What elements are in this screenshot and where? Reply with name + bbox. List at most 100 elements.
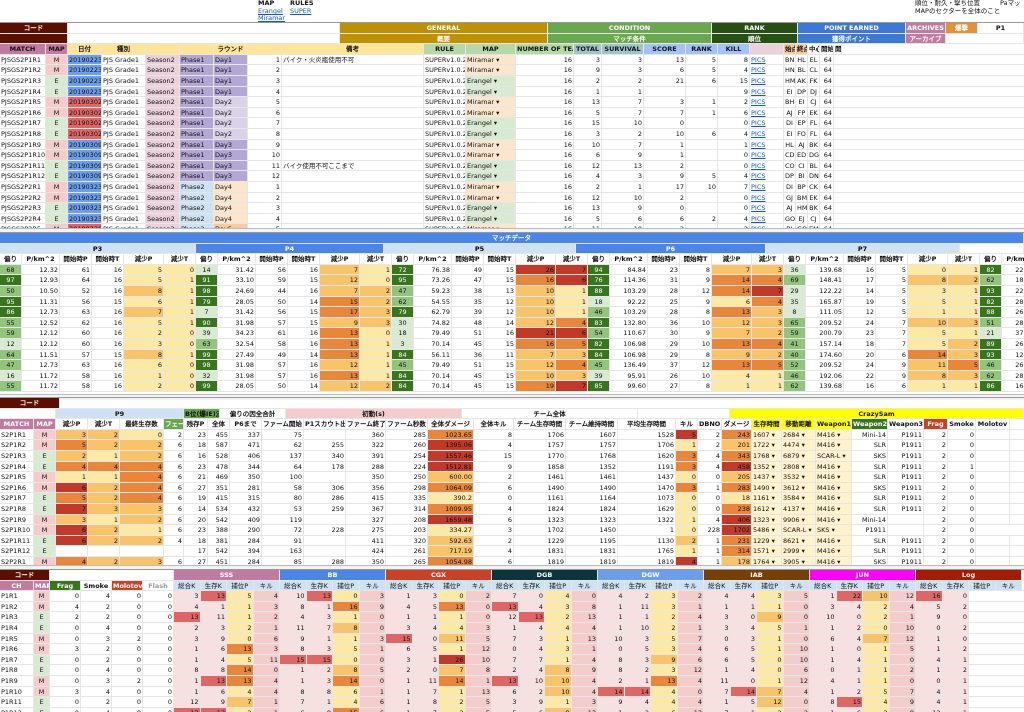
miramar-link[interactable]: Miramar (258, 14, 286, 22)
dropdown-cell[interactable]: SUPERv1.0.2 (424, 107, 466, 118)
dropdown-cell[interactable]: Miramar ▾ (466, 150, 516, 160)
cell: 1 (916, 633, 943, 644)
pics-link[interactable]: PICS (750, 86, 784, 97)
pics-link[interactable]: PICS (750, 65, 784, 75)
pics-link[interactable]: PICS (750, 118, 784, 128)
column-header (180, 44, 214, 54)
weapon-dropdown[interactable]: 3584 ▾ (782, 493, 816, 503)
dropdown-cell[interactable]: Erangel ▾ (466, 86, 516, 97)
weapon-dropdown[interactable]: 3532 ▾ (782, 472, 816, 482)
dropdown-cell[interactable]: Miramar ▾ (466, 139, 516, 150)
dropdown-cell[interactable]: Miramar ▾ (466, 107, 516, 118)
dropdown-cell[interactable]: Erangel ▾ (466, 213, 516, 224)
dropdown-cell[interactable]: Erangel ▾ (466, 171, 516, 181)
weapon-dropdown[interactable]: 3612 ▾ (782, 482, 816, 493)
dropdown-cell[interactable]: SUPERv1.0.2 (424, 75, 466, 86)
weapon-dropdown[interactable]: M416 ▾ (816, 503, 852, 514)
weapon-dropdown[interactable]: 2999 ▾ (782, 546, 816, 556)
super-link[interactable]: SUPER (290, 7, 312, 15)
weapon-dropdown[interactable]: 1612 ▾ (752, 503, 782, 514)
pics-link[interactable]: PICS (750, 75, 784, 86)
dropdown-cell[interactable]: SUPERv1.0.2 (424, 65, 466, 75)
dropdown-cell[interactable]: Erangel ▾ (466, 203, 516, 213)
dropdown-cell[interactable]: SUPERv1.0.2 (424, 118, 466, 128)
dropdown-cell[interactable]: Erangel ▾ (466, 128, 516, 139)
cell: 5 (730, 644, 757, 654)
weapon-dropdown[interactable]: 3905 ▾ (782, 556, 816, 565)
dropdown-cell[interactable]: Miramar ▾ (466, 54, 516, 65)
weapon-dropdown[interactable]: M416 ▾ (816, 556, 852, 565)
weapon-dropdown[interactable]: M416 ▾ (816, 472, 852, 482)
weapon-dropdown[interactable]: 9906 ▾ (782, 514, 816, 525)
weapon-dropdown[interactable]: 1764 ▾ (752, 556, 782, 565)
dropdown-cell[interactable]: SUPERv1.0.2 (424, 150, 466, 160)
pics-link[interactable]: PICS (750, 181, 784, 192)
weapon-dropdown[interactable]: 5486 ▾ (752, 525, 782, 535)
pics-link[interactable]: PICS (750, 150, 784, 160)
erangel-link[interactable]: Erangel (258, 7, 283, 15)
pics-link[interactable]: PICS (750, 54, 784, 65)
weapon-dropdown[interactable]: M416 ▾ (816, 461, 852, 472)
weapon-dropdown[interactable]: SCAR-L ▾ (782, 525, 816, 535)
weapon-dropdown[interactable]: 2808 ▾ (782, 461, 816, 472)
dropdown-cell[interactable]: SUPERv1.0.2 (424, 171, 466, 181)
cell: 53 (262, 503, 304, 514)
pics-link[interactable]: PICS (750, 203, 784, 213)
weapon-dropdown[interactable]: SCAR-L ▾ (816, 450, 852, 461)
weapon-dropdown[interactable]: M416 ▾ (816, 429, 852, 440)
weapon-dropdown[interactable]: M416 ▾ (816, 546, 852, 556)
weapon-dropdown[interactable]: 1490 ▾ (752, 482, 782, 493)
dropdown-cell[interactable]: Erangel ▾ (466, 75, 516, 86)
weapon-dropdown[interactable]: M416 ▾ (816, 440, 852, 450)
cell: 139.68 (806, 381, 844, 391)
weapon-dropdown[interactable]: 8621 ▾ (782, 535, 816, 546)
dropdown-cell[interactable]: Miramar ▾ (466, 181, 516, 192)
weapon-dropdown[interactable]: 4137 ▾ (782, 503, 816, 514)
weapon-dropdown[interactable]: M416 ▾ (816, 482, 852, 493)
dropdown-cell[interactable]: SUPERv1.0.2 (424, 160, 466, 171)
weapon-dropdown[interactable]: 1161 ▾ (752, 493, 782, 503)
pics-link[interactable]: PICS (750, 160, 784, 171)
dropdown-cell[interactable]: SUPERv1.0.2 (424, 203, 466, 213)
weapon-dropdown[interactable]: 1352 ▾ (752, 461, 782, 472)
dropdown-cell[interactable]: SUPERv1.0.2 (424, 54, 466, 65)
dropdown-cell[interactable]: Miramar ▾ (466, 224, 516, 228)
dropdown-cell[interactable]: Erangel ▾ (466, 160, 516, 171)
weapon-dropdown[interactable]: M416 ▾ (816, 535, 852, 546)
dropdown-cell[interactable]: SUPERv1.0.2 (424, 192, 466, 203)
dropdown-cell[interactable]: Erangel ▾ (466, 118, 516, 128)
dropdown-cell[interactable]: SUPERv1.0.2 (424, 86, 466, 97)
dropdown-cell[interactable]: Miramar ▾ (466, 97, 516, 107)
weapon-dropdown[interactable]: 1768 ▾ (752, 450, 782, 461)
dropdown-cell[interactable]: SUPERv1.0.2 (424, 97, 466, 107)
weapon-dropdown[interactable]: M416 ▾ (816, 514, 852, 525)
pics-link[interactable]: PICS (750, 171, 784, 181)
pics-link[interactable]: PICS (750, 224, 784, 228)
cell: M (34, 482, 56, 493)
weapon-dropdown[interactable]: 1607 ▾ (752, 429, 782, 440)
pics-link[interactable]: PICS (750, 192, 784, 203)
weapon-dropdown[interactable]: 6879 ▾ (782, 450, 816, 461)
weapon-dropdown[interactable]: 1722 ▾ (752, 440, 782, 450)
pics-link[interactable]: PICS (750, 128, 784, 139)
cell: 27 (184, 482, 208, 493)
dropdown-cell[interactable]: SUPERv1.0.2 (424, 213, 466, 224)
pics-link[interactable]: PICS (750, 139, 784, 150)
weapon-dropdown[interactable]: 1437 ▾ (752, 472, 782, 482)
pics-link[interactable]: PICS (750, 107, 784, 118)
pics-link[interactable]: PICS (750, 97, 784, 107)
pics-link[interactable]: PICS (750, 213, 784, 224)
dropdown-cell[interactable]: SUPERv1.0.2 (424, 139, 466, 150)
weapon-dropdown[interactable]: 2684 ▾ (782, 429, 816, 440)
dropdown-cell[interactable]: SUPERv1.0.2 (424, 128, 466, 139)
dropdown-cell[interactable]: Miramar ▾ (466, 192, 516, 203)
dropdown-cell[interactable]: Miramar ▾ (466, 65, 516, 75)
weapon-dropdown[interactable]: 1323 ▾ (752, 514, 782, 525)
weapon-dropdown[interactable]: 1229 ▾ (752, 535, 782, 546)
weapon-dropdown[interactable]: SKS ▾ (816, 525, 852, 535)
dropdown-cell[interactable]: SUPERv1.0.2 (424, 181, 466, 192)
dropdown-cell[interactable]: SUPERv1.0.2 (424, 224, 466, 228)
weapon-dropdown[interactable]: 4474 ▾ (782, 440, 816, 450)
weapon-dropdown[interactable]: 1571 ▾ (752, 546, 782, 556)
weapon-dropdown[interactable]: M416 ▾ (816, 493, 852, 503)
